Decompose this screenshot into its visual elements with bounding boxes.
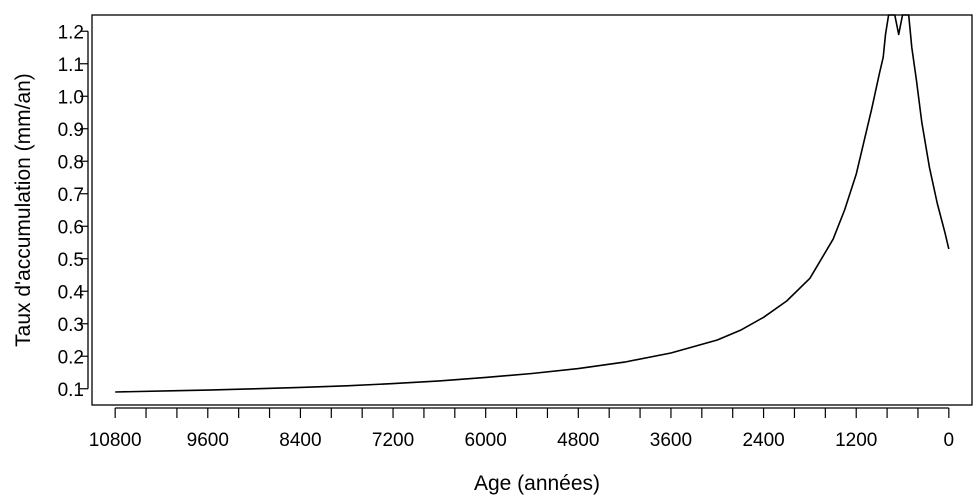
x-tick-label: 4800 <box>557 430 599 451</box>
y-tick-label: 0.9 <box>58 120 84 141</box>
y-tick-label: 0.6 <box>58 217 84 238</box>
x-tick-label: 1200 <box>835 430 877 451</box>
y-tick-label: 0.7 <box>58 185 84 206</box>
y-axis: 0.1 0.2 0.3 0.4 0.5 0.6 0.7 0.8 0.9 1.0 1.1 1.2 <box>58 22 89 401</box>
y-tick-label: 0.1 <box>58 380 84 401</box>
x-tick-label: 8400 <box>279 430 321 451</box>
x-axis: 10800 9600 8400 7200 6000 4800 3600 2400 1200 0 <box>89 407 955 451</box>
y-tick-label: 0.5 <box>58 250 84 271</box>
x-tick-label: 3600 <box>650 430 692 451</box>
x-tick-label: 0 <box>944 430 955 451</box>
y-tick-label: 1.1 <box>58 55 84 76</box>
x-tick-label: 7200 <box>372 430 414 451</box>
series-layer <box>115 14 950 393</box>
y-tick-label: 0.2 <box>58 347 84 368</box>
y-tick-label: 0.8 <box>58 152 84 173</box>
y-tick-label: 0.3 <box>58 315 84 336</box>
x-tick-label: 9600 <box>187 430 229 451</box>
x-tick-label: 6000 <box>465 430 507 451</box>
x-tick-label: 10800 <box>89 430 142 451</box>
x-tick-label: 2400 <box>742 430 784 451</box>
plot-frame <box>91 14 973 406</box>
x-axis-label: Age (années) <box>474 472 600 495</box>
y-tick-label: 1.0 <box>58 87 84 108</box>
y-axis-label: Taux d'accumulation (mm/an) <box>12 73 35 347</box>
y-tick-label: 1.2 <box>58 22 84 43</box>
y-tick-label: 0.4 <box>58 282 85 303</box>
series-line <box>115 14 950 393</box>
